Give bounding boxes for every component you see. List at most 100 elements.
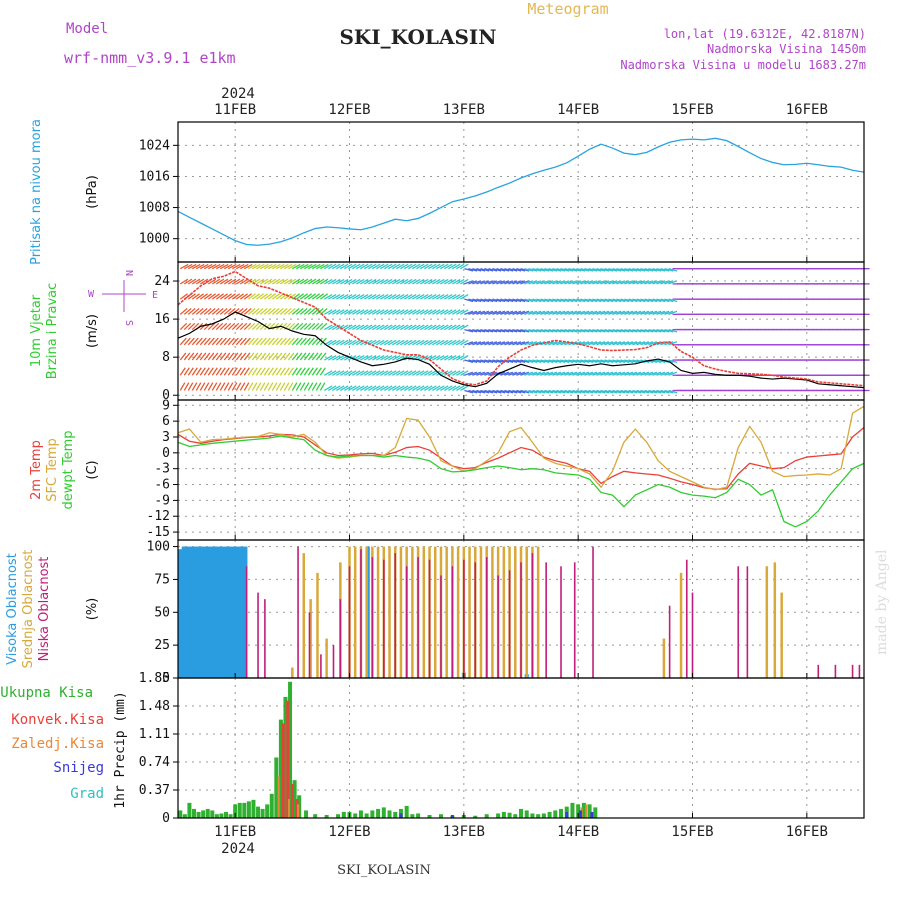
wind-barb xyxy=(408,385,417,392)
bar xyxy=(256,806,261,818)
bar xyxy=(287,799,290,818)
wind-barb xyxy=(588,359,598,363)
wind-barb xyxy=(516,341,526,346)
wind-barb xyxy=(368,294,377,300)
bar xyxy=(291,667,294,678)
wind-barb xyxy=(344,263,353,270)
wind-barb xyxy=(416,294,425,300)
wind-barb xyxy=(412,339,421,346)
wind-barb xyxy=(364,354,373,361)
wind-barb xyxy=(572,371,582,376)
wind-barb xyxy=(524,389,534,394)
wind-barb xyxy=(424,294,433,300)
wind-barb xyxy=(660,371,670,376)
wind-barb xyxy=(207,308,216,315)
wind-barb xyxy=(336,278,345,285)
precip-legend-label: Grad xyxy=(70,786,104,802)
bar xyxy=(456,546,460,678)
wind-barb xyxy=(464,341,474,346)
bar xyxy=(858,664,861,678)
wind-barb xyxy=(452,385,461,392)
wind-barb xyxy=(472,328,482,333)
bar xyxy=(780,592,783,678)
wind-barb xyxy=(404,278,413,285)
wind-barb xyxy=(332,385,341,392)
top-day-label: 14FEB xyxy=(557,102,599,118)
wind-barb xyxy=(207,367,214,376)
wind-barb xyxy=(628,298,638,303)
wind-barb xyxy=(424,385,433,392)
wind-barb xyxy=(660,389,670,394)
wind-barb xyxy=(328,339,337,346)
wind-barb xyxy=(492,268,502,272)
bar xyxy=(524,810,529,818)
wind-barb xyxy=(215,322,224,331)
bar xyxy=(737,566,740,678)
panel-label: Srednja Oblacnost xyxy=(21,550,36,669)
wind-barb xyxy=(652,298,662,303)
wind-barb xyxy=(520,268,530,272)
wind-barb xyxy=(344,294,353,300)
wind-barb xyxy=(247,293,256,300)
wind-barb xyxy=(191,322,200,331)
wind-barb xyxy=(376,263,385,270)
bar xyxy=(257,592,259,678)
wind-barb xyxy=(191,308,200,315)
wind-barb xyxy=(235,352,243,361)
bar xyxy=(394,553,397,678)
wind-barb xyxy=(404,339,413,346)
wind-barb xyxy=(275,308,284,315)
wind-barb xyxy=(612,268,622,272)
wind-barb xyxy=(311,293,321,300)
wind-barb xyxy=(195,352,203,361)
bar xyxy=(497,575,499,678)
wind-barb xyxy=(628,280,638,285)
wind-barb xyxy=(440,324,449,331)
wind-barb xyxy=(295,352,303,361)
bar xyxy=(668,605,671,678)
wind-barb xyxy=(319,367,326,376)
bar xyxy=(297,546,299,678)
wind-barb xyxy=(644,341,654,346)
wind-barb xyxy=(528,268,538,272)
bar xyxy=(593,807,598,818)
bar xyxy=(851,664,854,678)
wind-barb xyxy=(396,278,405,285)
wind-barb xyxy=(328,309,337,315)
wind-barb xyxy=(228,263,237,270)
wind-barb xyxy=(604,359,614,363)
bar xyxy=(502,546,506,678)
bar xyxy=(587,804,592,818)
bar xyxy=(411,546,414,678)
wind-barb xyxy=(488,389,498,394)
wind-barb xyxy=(484,328,494,333)
wind-barb xyxy=(588,371,598,376)
wind-barb xyxy=(203,367,210,376)
wind-barb xyxy=(616,371,626,376)
wind-barb xyxy=(564,310,574,315)
bar xyxy=(834,664,837,678)
wind-barb xyxy=(271,278,281,285)
wind-barb xyxy=(251,382,258,391)
wind-barb xyxy=(496,310,506,315)
wind-barb xyxy=(299,322,308,331)
top-day-label: 16FEB xyxy=(786,102,828,118)
wind-barb xyxy=(364,278,373,285)
wind-barb xyxy=(536,298,546,303)
bar xyxy=(445,546,448,678)
series-line xyxy=(177,137,865,246)
wind-barb xyxy=(484,268,494,272)
wind-barb xyxy=(239,367,246,376)
bar xyxy=(278,719,283,818)
wind-barb xyxy=(476,280,486,285)
wind-barb xyxy=(468,298,478,303)
wind-barb xyxy=(384,339,393,346)
wind-barb xyxy=(576,359,586,363)
wind-barb xyxy=(544,328,554,333)
wind-barb xyxy=(572,359,582,363)
wind-barb xyxy=(516,389,526,394)
bar xyxy=(212,546,217,678)
wind-barb xyxy=(227,278,237,285)
wind-barb xyxy=(299,337,307,346)
